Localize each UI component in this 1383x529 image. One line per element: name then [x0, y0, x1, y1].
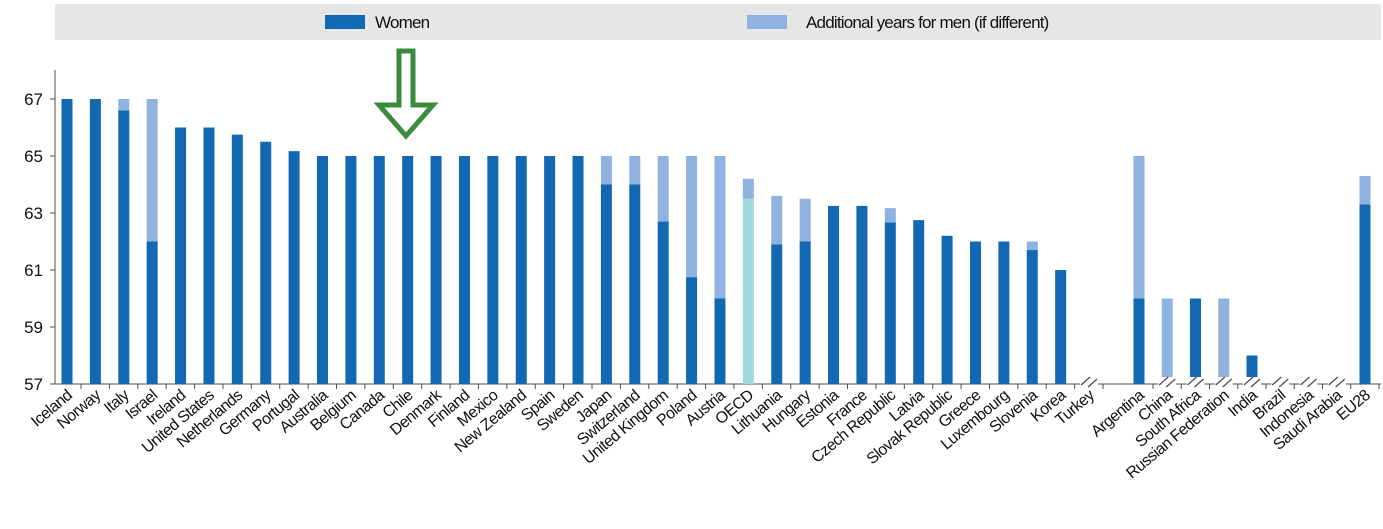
axis-break-gap — [1158, 377, 1177, 387]
bar-men-additional — [146, 99, 158, 242]
y-tick-label: 61 — [24, 261, 43, 280]
bar-women — [884, 222, 896, 384]
bar-women — [1190, 298, 1201, 384]
axis-break-mark — [1087, 378, 1098, 388]
y-tick-label: 59 — [24, 318, 43, 337]
bars — [61, 99, 1371, 385]
axis-break-mark — [1215, 376, 1226, 386]
bar-men-additional — [686, 156, 698, 278]
axis-break-mark — [1080, 376, 1091, 386]
bar-men-additional — [1161, 298, 1173, 384]
bar-men-additional — [1026, 241, 1038, 251]
bar-men-additional — [714, 156, 726, 299]
axis-break-mark — [1328, 376, 1339, 386]
bar-women — [799, 241, 811, 384]
legend-label-women: Women — [375, 13, 430, 32]
bar-men-additional — [884, 208, 896, 223]
bar-women — [1359, 204, 1371, 384]
axis-break-mark — [1194, 378, 1204, 388]
axis-break-mark — [1271, 376, 1282, 386]
bar-men-additional — [657, 156, 669, 222]
down-arrow-icon — [373, 48, 439, 140]
legend-swatch-men-additional — [747, 15, 787, 29]
bar-women — [458, 156, 470, 384]
legend-label-men-additional: Additional years for men (if different) — [806, 13, 1049, 32]
down-arrow-shape — [373, 48, 439, 140]
axis-break-gap — [1214, 377, 1233, 387]
axis-break-mark — [1165, 378, 1176, 388]
y-axis: 57 59 61 63 65 67 — [24, 70, 1381, 394]
axis-break-gap — [1186, 377, 1205, 387]
axis-break-mark — [1335, 378, 1346, 388]
y-tick-label: 57 — [24, 375, 43, 394]
bar-men-additional — [1133, 156, 1145, 299]
axis-break-mark — [1222, 378, 1233, 388]
axis-break-mark — [1243, 376, 1254, 386]
bar-women — [203, 127, 215, 384]
bar-women — [1133, 298, 1145, 384]
bar-women — [430, 156, 442, 384]
axis-break-mark — [1307, 378, 1317, 388]
legend-swatch-women — [325, 15, 365, 29]
bar-men-additional — [799, 198, 811, 242]
axis-break-mark — [1158, 376, 1169, 386]
bar-women — [742, 198, 754, 384]
bar-women — [402, 156, 414, 384]
bar-women — [771, 244, 783, 384]
bar-women — [544, 156, 556, 384]
y-tick-label: 67 — [24, 90, 43, 109]
bar-women — [1246, 355, 1258, 384]
bar-men-additional — [1218, 298, 1230, 384]
legend: Women Additional years for men (if diffe… — [55, 4, 1381, 40]
bar-women — [61, 99, 73, 384]
axis-break-mark — [1250, 378, 1261, 388]
bar-women — [1026, 250, 1038, 384]
bar-men-additional — [771, 195, 783, 245]
bar-women — [175, 127, 187, 384]
bar-women — [629, 184, 641, 384]
bar-women — [288, 151, 300, 384]
axis-break-mark — [1300, 376, 1310, 386]
bar-women — [146, 241, 158, 384]
bar-women — [998, 241, 1010, 384]
y-tick-label: 63 — [24, 204, 43, 223]
bar-women — [969, 241, 981, 384]
bar-men-additional — [118, 99, 130, 111]
bar-women — [572, 156, 584, 384]
bar-women — [487, 156, 499, 384]
axis-break-gap — [1243, 377, 1261, 387]
bar-women — [373, 156, 385, 384]
bar-women — [657, 221, 669, 384]
bar-men-additional — [629, 156, 641, 185]
axis-break-gap — [1327, 377, 1346, 387]
bar-women — [89, 99, 101, 384]
bar-women — [828, 205, 840, 384]
bar-men-additional — [600, 156, 612, 185]
bar-women — [118, 110, 130, 385]
axis-break-mark — [1187, 376, 1197, 386]
bar-women — [714, 298, 726, 384]
bar-women — [260, 141, 272, 384]
bar-men-additional — [742, 178, 754, 199]
bar-women — [515, 156, 527, 384]
bar-women — [1055, 270, 1067, 384]
axis-break-gap — [1299, 377, 1318, 387]
bar-men-additional — [1359, 175, 1371, 205]
bar-women — [600, 184, 612, 384]
axis-break-gap — [1271, 377, 1290, 387]
bar-women — [345, 156, 357, 384]
bar-women — [686, 277, 698, 384]
axis-break-gap — [1080, 377, 1099, 387]
bar-women — [856, 205, 868, 384]
bar-women — [317, 156, 329, 384]
bar-women — [913, 220, 925, 384]
axis-break-mark — [1278, 378, 1289, 388]
y-tick-label: 65 — [24, 147, 43, 166]
axis-breaks — [1080, 376, 1346, 388]
category-label: EU28 — [1334, 387, 1374, 425]
bar-women — [941, 235, 953, 384]
bar-women — [231, 134, 243, 384]
